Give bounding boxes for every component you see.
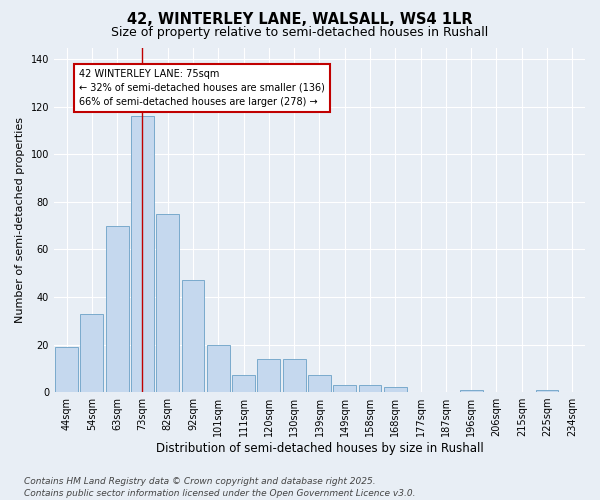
Text: Size of property relative to semi-detached houses in Rushall: Size of property relative to semi-detach… — [112, 26, 488, 39]
Bar — [157, 214, 179, 392]
Bar — [131, 116, 154, 392]
Bar — [283, 359, 305, 392]
Bar — [308, 376, 331, 392]
Bar — [257, 359, 280, 392]
Text: Contains HM Land Registry data © Crown copyright and database right 2025.
Contai: Contains HM Land Registry data © Crown c… — [24, 476, 415, 498]
X-axis label: Distribution of semi-detached houses by size in Rushall: Distribution of semi-detached houses by … — [155, 442, 484, 455]
Bar — [359, 385, 382, 392]
Text: 42 WINTERLEY LANE: 75sqm
← 32% of semi-detached houses are smaller (136)
66% of : 42 WINTERLEY LANE: 75sqm ← 32% of semi-d… — [79, 69, 325, 107]
Bar — [384, 388, 407, 392]
Bar — [207, 344, 230, 392]
Bar — [536, 390, 559, 392]
Bar — [80, 314, 103, 392]
Bar — [334, 385, 356, 392]
Bar — [55, 347, 78, 392]
Bar — [232, 376, 255, 392]
Bar — [106, 226, 128, 392]
Bar — [182, 280, 205, 392]
Y-axis label: Number of semi-detached properties: Number of semi-detached properties — [15, 117, 25, 323]
Text: 42, WINTERLEY LANE, WALSALL, WS4 1LR: 42, WINTERLEY LANE, WALSALL, WS4 1LR — [127, 12, 473, 28]
Bar — [460, 390, 482, 392]
